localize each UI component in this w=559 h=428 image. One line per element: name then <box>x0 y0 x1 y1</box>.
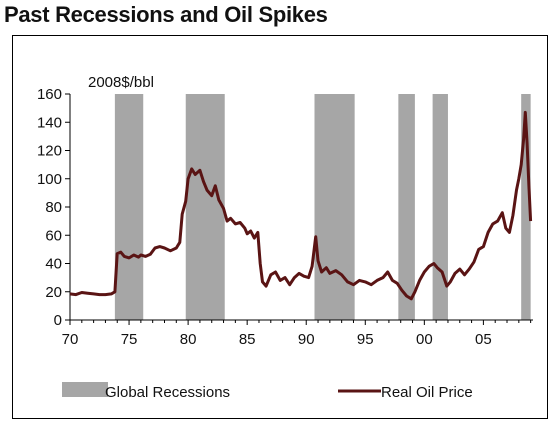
recession-band-1 <box>114 94 144 320</box>
y-tick-label: 20 <box>45 284 62 301</box>
legend: Global Recessions Real Oil Price <box>62 382 473 401</box>
legend-label-oil-price: Real Oil Price <box>381 384 473 401</box>
series-line-1 <box>69 110 533 301</box>
x-tick-label: 70 <box>62 331 79 348</box>
y-axis-unit: 2008$/bbl <box>88 74 154 91</box>
series-lines <box>69 110 533 301</box>
x-tick-label: 95 <box>357 331 374 348</box>
chart-title: Past Recessions and Oil Spikes <box>4 2 328 27</box>
y-tick-label: 60 <box>45 227 62 244</box>
y-tick-label: 40 <box>45 256 62 273</box>
legend-label-recessions: Global Recessions <box>105 384 230 401</box>
y-tick-label: 80 <box>45 199 62 216</box>
x-tick-label: 85 <box>239 331 256 348</box>
x-tick-label: 05 <box>475 331 492 348</box>
legend-swatch-recessions <box>62 382 108 397</box>
recession-band-6 <box>521 94 531 320</box>
y-tick-label: 120 <box>37 143 62 160</box>
recession-band-4 <box>398 94 415 320</box>
x-tick-label: 00 <box>416 331 433 348</box>
y-tick-label: 160 <box>37 86 62 103</box>
x-tick-label: 80 <box>180 331 197 348</box>
y-tick-label: 100 <box>37 171 62 188</box>
chart-frame <box>12 35 548 419</box>
recession-band-5 <box>432 94 448 320</box>
y-tick-label: 0 <box>54 312 62 329</box>
x-tick-label: 75 <box>121 331 138 348</box>
recession-bands <box>114 94 531 320</box>
recession-band-2 <box>185 94 225 320</box>
axes: 0 20 40 60 80 100 120 140 160 70 75 80 85 90 95 00 05 <box>37 86 533 348</box>
x-tick-label: 90 <box>298 331 315 348</box>
y-tick-label: 140 <box>37 114 62 131</box>
recession-band-3 <box>314 94 355 320</box>
